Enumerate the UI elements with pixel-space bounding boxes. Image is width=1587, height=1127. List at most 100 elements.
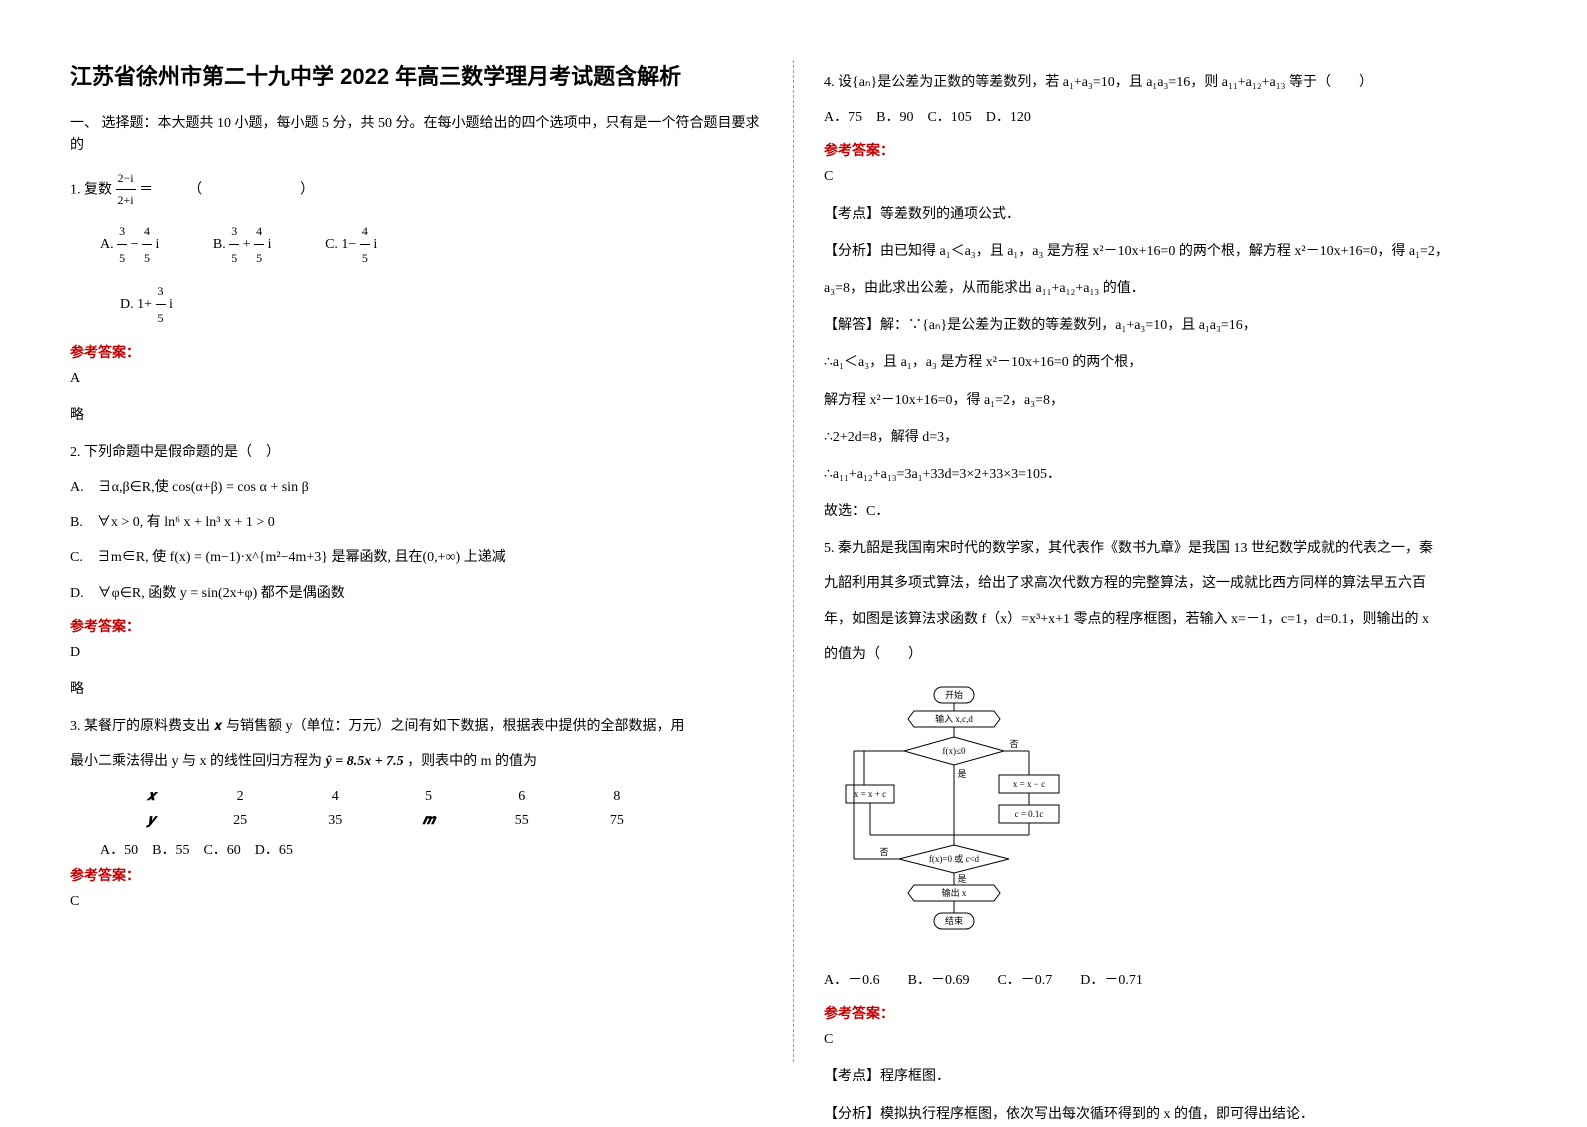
q1-b-pre: B. <box>213 237 229 252</box>
q3-table: 𝒙 2 4 5 6 8 𝒚 25 35 𝒎 55 75 <box>110 785 664 833</box>
q3-stem1: 3. 某餐厅的原料费支出 𝒙 与销售额 y（单位：万元）之间有如下数据，根据表中… <box>70 714 763 739</box>
q2-opt-d: D. ∀φ∈R, 函数 y = sin(2x+φ) 都不是偶函数 <box>70 581 763 606</box>
q3-y3: 55 <box>474 809 569 833</box>
q1-a-f2d: 5 <box>142 245 152 271</box>
q1-b-f1n: 3 <box>229 218 239 245</box>
q1-opt-b: B. 35 + 45 i <box>213 218 272 272</box>
q2-ans-label: 参考答案： <box>70 616 763 636</box>
q3-opts: A．50 B．55 C．60 D．65 <box>100 839 763 859</box>
q1: 1. 复数 2−i 2+i ＝ （ ） A. 35 − 45 i B. 35 +… <box>70 168 763 332</box>
q3-y4: 75 <box>569 809 664 833</box>
fc-left: x = x + c <box>854 789 886 799</box>
q4-ans: C <box>824 164 1517 189</box>
q1-ans-note: 略 <box>70 403 763 428</box>
q3-xlabel: 𝒙 <box>110 785 193 809</box>
q3-stem2-pre: 最小二乘法得出 y 与 x 的线性回归方程为 <box>70 754 322 769</box>
q5-opts: A．－0.6 B．－0.69 C．－0.7 D．－0.71 <box>824 968 1517 993</box>
fc-cond1: f(x)≤0 <box>943 746 966 756</box>
q1-c-fd: 5 <box>360 245 370 271</box>
q3-stem2-eq: ŷ = 8.5x + 7.5 <box>326 754 404 769</box>
fc-no2: 否 <box>879 847 888 857</box>
q1-stem-suf: ＝ （ ） <box>139 182 314 197</box>
q3-stem2: 最小二乘法得出 y 与 x 的线性回归方程为 ŷ = 8.5x + 7.5 ，则… <box>70 749 763 774</box>
fc-no1: 否 <box>1009 739 1018 749</box>
q5-stem1: 5. 秦九韶是我国南宋时代的数学家，其代表作《数书九章》是我国 13 世纪数学成… <box>824 536 1517 561</box>
q1-c-suf: i <box>373 237 377 252</box>
q3-ylabel: 𝒚 <box>110 809 193 833</box>
fc-output: 输出 x <box>942 887 967 898</box>
q3-stem2-suf: ，则表中的 m 的值为 <box>407 754 537 769</box>
q4-stem: 4. 设{aₙ}是公差为正数的等差数列，若 a₁+a₃=10，且 a₁a₃=16… <box>824 70 1517 95</box>
q5-ans: C <box>824 1027 1517 1052</box>
q1-d-fn: 3 <box>156 278 166 305</box>
q2-ans-note: 略 <box>70 677 763 702</box>
q5-stem4: 的值为（ ） <box>824 642 1517 667</box>
q1-b-op: + <box>243 237 251 252</box>
fc-right: x = x − c <box>1013 779 1045 789</box>
q4-p2: 【分析】由已知得 a₁＜a₃，且 a₁，a₃ 是方程 x²－10x+16=0 的… <box>824 239 1517 264</box>
q2-ans: D <box>70 640 763 665</box>
q1-a-suf: i <box>156 237 160 252</box>
fc-yes2: 是 <box>957 874 966 884</box>
q1-c-pre: C. <box>325 237 341 252</box>
q3-x2: 5 <box>383 785 474 809</box>
q5-stem3: 年，如图是该算法求函数 f（x）=x³+x+1 零点的程序框图，若输入 x=－1… <box>824 607 1517 632</box>
q1-ans-label: 参考答案： <box>70 342 763 362</box>
q1-d-fd: 5 <box>156 305 166 331</box>
table-row: 𝒙 2 4 5 6 8 <box>110 785 664 809</box>
q4-ans-label: 参考答案： <box>824 140 1517 160</box>
q4-p1: 【考点】等差数列的通项公式． <box>824 202 1517 227</box>
fc-start: 开始 <box>945 689 963 700</box>
fc-yes1: 是 <box>957 769 966 779</box>
q1-a-f1n: 3 <box>117 218 127 245</box>
flowchart-icon: 开始 输入 x,c,d f(x)≤0 否 是 x = x − c c = 0.1… <box>844 685 1064 945</box>
q1-b-f1d: 5 <box>229 245 239 271</box>
q1-d-suf: i <box>169 297 173 312</box>
q1-a-f1d: 5 <box>117 245 127 271</box>
fc-cond2: f(x)=0 或 c<d <box>929 853 980 864</box>
fc-assign: c = 0.1c <box>1015 809 1044 819</box>
q3-y1: 35 <box>288 809 383 833</box>
q4-p6: 解方程 x²－10x+16=0，得 a₁=2，a₃=8， <box>824 388 1517 413</box>
q5-p2: 【分析】模拟执行程序框图，依次写出每次循环得到的 x 的值，即可得出结论． <box>824 1102 1517 1127</box>
q4-p5: ∴a₁＜a₃，且 a₁，a₃ 是方程 x²－10x+16=0 的两个根， <box>824 350 1517 375</box>
q4-p8: ∴a₁₁+a₁₂+a₁₃=3a₁+33d=3×2+33×3=105． <box>824 462 1517 487</box>
q2-stem: 2. 下列命题中是假命题的是（ ） <box>70 440 763 465</box>
q1-d-lead: 1+ <box>137 297 152 312</box>
q4-opts: A．75 B．90 C．105 D．120 <box>824 105 1517 130</box>
q1-opt-d: D. 1+ 35 i <box>120 278 173 332</box>
q3-x0: 2 <box>193 785 288 809</box>
fc-input: 输入 x,c,d <box>935 713 973 724</box>
q1-d-pre: D. <box>120 297 137 312</box>
q3-x3: 6 <box>474 785 569 809</box>
q3-x4: 8 <box>569 785 664 809</box>
q3-ans: C <box>70 889 763 914</box>
q1-c-lead: 1− <box>341 237 356 252</box>
fc-end: 结束 <box>945 915 963 926</box>
q1-frac: 2−i 2+i <box>116 168 136 212</box>
q3-y2: 𝒎 <box>383 809 474 833</box>
q1-options-row1: A. 35 − 45 i B. 35 + 45 i C. 1− 45 i <box>100 218 763 272</box>
q3-y0: 25 <box>193 809 288 833</box>
q1-b-suf: i <box>268 237 272 252</box>
q1-a-pre: A. <box>100 237 117 252</box>
q4-p7: ∴2+2d=8，解得 d=3， <box>824 425 1517 450</box>
q1-b-f2n: 4 <box>254 218 264 245</box>
q1-stem-pre: 1. 复数 <box>70 182 112 197</box>
q1-a-op: − <box>131 237 139 252</box>
q5-stem2: 九韶利用其多项式算法，给出了求高次代数方程的完整算法，这一成就比西方同样的算法早… <box>824 571 1517 596</box>
q1-c-fn: 4 <box>360 218 370 245</box>
section-head: 一、 选择题：本大题共 10 小题，每小题 5 分，共 50 分。在每小题给出的… <box>70 113 763 158</box>
q4-p9: 故选：C． <box>824 499 1517 524</box>
q2-opt-a: A. ∃α,β∈R,使 cos(α+β) = cos α + sin β <box>70 475 763 500</box>
q1-ans: A <box>70 366 763 391</box>
page-title: 江苏省徐州市第二十九中学 2022 年高三数学理月考试题含解析 <box>70 60 763 93</box>
q2-opt-c: C. ∃m∈R, 使 f(x) = (m−1)·x^{m²−4m+3} 是幂函数… <box>70 545 763 570</box>
q2-opt-b: B. ∀x > 0, 有 ln⁶ x + ln³ x + 1 > 0 <box>70 510 763 535</box>
q5-ans-label: 参考答案： <box>824 1003 1517 1023</box>
q1-frac-num: 2−i <box>116 168 136 191</box>
q1-opt-a: A. 35 − 45 i <box>100 218 159 272</box>
table-row: 𝒚 25 35 𝒎 55 75 <box>110 809 664 833</box>
q5-p1: 【考点】程序框图． <box>824 1064 1517 1089</box>
q1-frac-den: 2+i <box>116 190 136 212</box>
